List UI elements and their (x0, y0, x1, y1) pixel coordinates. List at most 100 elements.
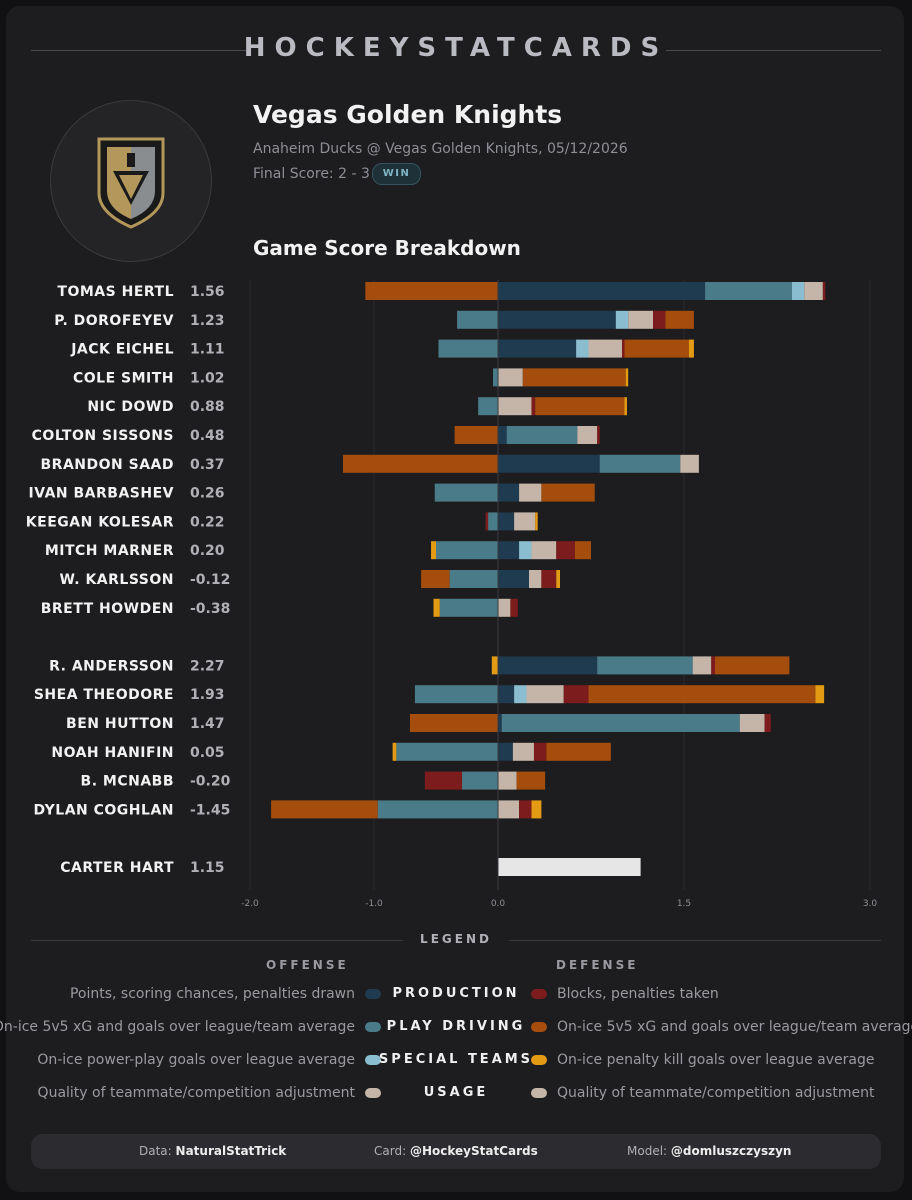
bar-segment-off-play-driving (488, 512, 498, 531)
bar-segment-goalie (498, 858, 641, 876)
player-name: SHEA THEODORE (34, 687, 174, 703)
bar-segment-def-blocks (533, 742, 547, 761)
bar-segment-def-blocks (764, 714, 771, 732)
player-name: IVAN BARBASHEV (28, 486, 174, 502)
legend-row: On-ice 5v5 xG and goals over league/team… (0, 1019, 912, 1039)
bar-segment-off-production (498, 685, 515, 704)
bar-segment-def-play-driving (421, 570, 450, 588)
legend-defense-text: Quality of teammate/competition adjustme… (557, 1085, 875, 1101)
bar-segment-off-play-driving (705, 282, 792, 300)
bar-segment-def-penalty-kill (688, 339, 694, 358)
player-score: 1.47 (190, 716, 225, 732)
bar-segment-off-usage (498, 397, 532, 416)
bar-segment-off-production (498, 310, 616, 329)
player-score: 2.27 (190, 658, 225, 674)
legend-row: Quality of teammate/competition adjustme… (0, 1085, 912, 1105)
footer: Data: NaturalStatTrick Card: @HockeyStat… (31, 1134, 881, 1169)
bar-segment-def-penalty-kill (625, 368, 629, 387)
bar-segment-off-usage (577, 426, 598, 444)
bar-segment-off-play-driving (377, 800, 498, 819)
bar-segment-def-play-driving (574, 541, 591, 560)
footer-model: Model: @domluszczyszyn (627, 1144, 792, 1158)
bar-segment-off-production (498, 339, 577, 358)
legend-title: LEGEND (420, 932, 492, 946)
bar-segment-def-blocks (563, 685, 589, 704)
bar-segment-def-play-driving (454, 426, 498, 444)
legend-defense-swatch (531, 1055, 547, 1065)
bar-segment-off-usage (531, 541, 557, 560)
legend-offense-swatch (365, 1055, 381, 1065)
bar-segment-off-play-driving (478, 397, 498, 416)
bar-segment-def-play-driving (546, 742, 611, 761)
legend-offense-text: Quality of teammate/competition adjustme… (37, 1085, 355, 1101)
bar-segment-def-play-driving (665, 310, 694, 329)
player-name: COLTON SISSONS (32, 428, 174, 444)
footer-card: Card: @HockeyStatCards (374, 1144, 538, 1158)
game-score-chart: -2.0 -1.0 0.0 1.5 3.0 TOMAS HERTL 1.56 P. DOROF… (26, 280, 877, 909)
legend-defense-text: On-ice penalty kill goals over league av… (557, 1052, 875, 1068)
player-score: 0.37 (190, 457, 225, 473)
bar-segment-def-play-driving (343, 454, 498, 473)
brand-title: HOCKEYSTATCARDS (243, 33, 669, 63)
bar-segment-def-play-driving (624, 339, 689, 358)
legend-category-label: USAGE (423, 1085, 489, 1100)
bar-segment-def-blocks (622, 339, 625, 358)
bar-segment-def-play-driving (588, 685, 816, 704)
player-name: R. ANDERSSON (49, 658, 174, 674)
player-score: 1.93 (190, 687, 225, 703)
bar-segment-def-penalty-kill (433, 598, 440, 617)
player-score: 1.11 (190, 342, 225, 358)
legend-defense-text: Blocks, penalties taken (557, 986, 719, 1002)
bar-segment-def-play-driving (715, 656, 790, 675)
footer-data: Data: NaturalStatTrick (139, 1144, 287, 1158)
bar-segment-def-play-driving (541, 483, 595, 502)
bar-segment-off-play-driving (599, 454, 681, 473)
bar-segment-off-production (498, 656, 598, 675)
player-name: BRETT HOWDEN (41, 601, 174, 617)
legend-offense-swatch (365, 1022, 381, 1032)
bar-segment-def-blocks (424, 771, 463, 790)
bar-segment-def-blocks (541, 570, 557, 588)
legend-category-label: SPECIAL TEAMS (378, 1052, 534, 1067)
player-name: TOMAS HERTL (57, 284, 174, 300)
bar-segment-off-production (498, 570, 529, 588)
bar-segment-off-production (498, 512, 515, 531)
bar-segment-def-blocks (711, 656, 715, 675)
legend-offense-header: OFFENSE (266, 958, 349, 972)
brand-divider-left (31, 50, 246, 51)
x-tick-label: -2.0 (241, 899, 259, 909)
bar-segment-def-blocks (485, 512, 489, 531)
x-tick-label: 1.5 (677, 899, 691, 909)
legend-defense-text: On-ice 5v5 xG and goals over league/team… (557, 1019, 912, 1035)
legend-row: Points, scoring chances, penalties drawn… (0, 986, 912, 1006)
bar-segment-def-penalty-kill (815, 685, 825, 704)
bar-segment-def-play-driving (535, 397, 625, 416)
legend-offense-text: Points, scoring chances, penalties drawn (69, 986, 355, 1002)
game-info: Anaheim Ducks @ Vegas Golden Knights, 05… (253, 141, 628, 157)
bar-segment-off-usage (519, 483, 542, 502)
bar-segment-off-usage (526, 685, 564, 704)
bar-segment-off-play-driving (493, 368, 498, 387)
player-name: NIC DOWD (87, 399, 174, 415)
x-tick-label: 0.0 (491, 899, 506, 909)
bar-segment-off-usage (512, 742, 534, 761)
player-name: P. DOROFEYEV (54, 313, 174, 329)
bar-segment-off-production (498, 541, 520, 560)
bar-segment-off-production (498, 454, 600, 473)
bar-segment-def-penalty-kill (556, 570, 560, 588)
bar-segment-off-play-driving (396, 742, 498, 761)
player-score: 1.02 (190, 370, 225, 386)
bar-segment-def-penalty-kill (535, 512, 538, 531)
player-name: KEEGAN KOLESAR (26, 514, 174, 530)
player-score: -1.45 (190, 802, 230, 818)
bar-segment-off-usage (498, 800, 520, 819)
bar-segment-def-penalty-kill (491, 656, 498, 675)
bar-segment-off-play-driving (414, 685, 498, 704)
bar-segment-off-usage (514, 512, 536, 531)
player-name: BRANDON SAAD (41, 457, 175, 473)
bar-segment-def-blocks (556, 541, 575, 560)
bar-segment-off-play-driving (462, 771, 498, 790)
bar-segment-def-blocks (510, 598, 518, 617)
brand-header: HOCKEYSTATCARDS (0, 0, 912, 100)
bar-segment-off-special-teams (576, 339, 589, 358)
